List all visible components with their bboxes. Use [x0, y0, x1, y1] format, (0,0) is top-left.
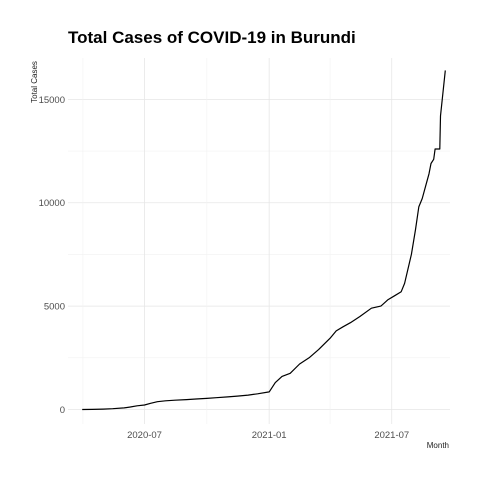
x-axis-ticks: 2020-07 2021-01 2021-07: [127, 430, 409, 441]
y-axis-ticks: 0 5000 10000 15000: [39, 95, 65, 416]
y-tick-label: 10000: [39, 198, 65, 209]
y-tick-label: 5000: [44, 302, 65, 313]
grid: [68, 58, 450, 424]
y-tick-label: 0: [60, 405, 65, 416]
y-tick-label: 15000: [39, 95, 65, 106]
series-line: [82, 70, 446, 411]
y-axis-label: Total Cases: [30, 61, 39, 103]
x-axis-label: Month: [427, 441, 449, 450]
x-tick-label: 2021-07: [374, 430, 409, 441]
x-tick-label: 2021-01: [252, 430, 287, 441]
chart-title: Total Cases of COVID-19 in Burundi: [68, 28, 356, 47]
x-tick-label: 2020-07: [127, 430, 162, 441]
plot-area: [82, 70, 446, 411]
